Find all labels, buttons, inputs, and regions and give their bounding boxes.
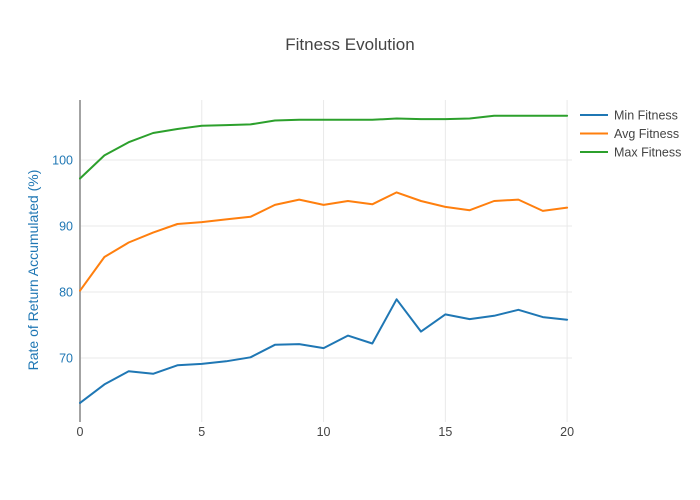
- x-tick-label-10: 10: [317, 425, 331, 439]
- y-axis-tick-labels: 70 80 90 100: [52, 154, 73, 366]
- series-lines: [79, 114, 569, 404]
- x-tick-label-20: 20: [560, 425, 574, 439]
- y-axis-title: Rate of Return Accumulated (%): [25, 170, 41, 371]
- legend-label: Avg Fitness: [614, 127, 679, 141]
- gridlines: [80, 100, 572, 422]
- series-line-avg-fitness[interactable]: [79, 191, 569, 292]
- y-tick-label-70: 70: [59, 351, 73, 365]
- series-line-min-fitness[interactable]: [79, 298, 569, 404]
- x-tick-label-15: 15: [438, 425, 452, 439]
- y-tick-label-80: 80: [59, 286, 73, 300]
- x-axis-tick-labels: 0 5 10 15 20: [77, 425, 575, 439]
- plot-area[interactable]: [80, 100, 572, 422]
- legend-item-max-fitness[interactable]: Max Fitness: [580, 146, 681, 160]
- legend-item-min-fitness[interactable]: Min Fitness: [580, 109, 678, 123]
- y-tick-label-100: 100: [52, 154, 73, 168]
- legend-label: Min Fitness: [614, 109, 678, 123]
- chart-title: Fitness Evolution: [285, 35, 414, 54]
- x-tick-label-5: 5: [198, 425, 205, 439]
- legend-item-avg-fitness[interactable]: Avg Fitness: [580, 127, 679, 141]
- legend: Min Fitness Avg Fitness Max Fitness: [580, 109, 681, 160]
- y-tick-label-90: 90: [59, 220, 73, 234]
- series-line-max-fitness[interactable]: [79, 114, 569, 180]
- legend-label: Max Fitness: [614, 146, 681, 160]
- x-tick-label-0: 0: [77, 425, 84, 439]
